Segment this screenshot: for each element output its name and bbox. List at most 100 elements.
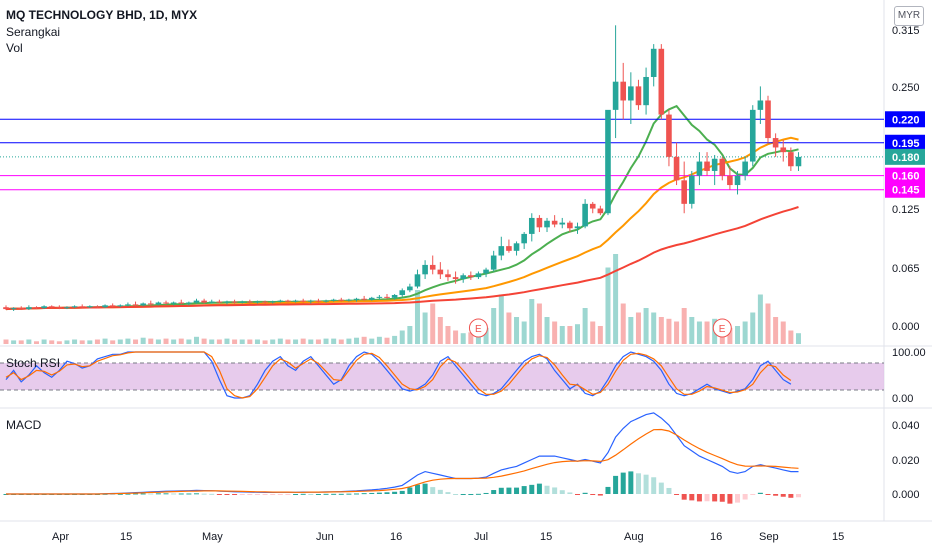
candle-body: [536, 217, 543, 228]
volume-bar: [26, 339, 32, 344]
volume-bar: [18, 340, 24, 344]
time-axis-tick-label: 16: [710, 531, 722, 543]
macd-histogram-bar: [445, 492, 451, 494]
candle-body: [102, 305, 108, 308]
volume-bar: [361, 336, 367, 344]
candle-body: [681, 180, 687, 204]
macd-axis-tick-label: 0.040: [892, 420, 920, 432]
macd-histogram-bar: [224, 494, 230, 495]
volume-bar: [506, 312, 512, 344]
macd-histogram-bar: [712, 494, 718, 502]
candle-body: [361, 298, 367, 300]
level-label: 0.220: [892, 114, 920, 126]
macd-histogram-bar: [536, 483, 542, 494]
macd-histogram-bar: [140, 493, 146, 495]
macd-histogram-bar: [635, 473, 641, 494]
candle-body: [300, 300, 306, 302]
candle-body: [574, 226, 581, 229]
candle-body: [498, 246, 505, 256]
candle-body: [224, 301, 230, 303]
volume-bar: [270, 339, 276, 344]
volume-bar: [407, 326, 413, 344]
macd-histogram-bar: [750, 494, 756, 495]
volume-bar: [559, 326, 565, 344]
volume-bar: [788, 330, 794, 344]
time-axis-tick-label: Aug: [624, 531, 644, 543]
candle-body: [749, 109, 756, 162]
volume-bar: [148, 338, 154, 344]
macd-histogram-bar: [559, 490, 565, 494]
macd-histogram-bar: [582, 492, 588, 494]
time-axis-tick-label: Apr: [52, 531, 69, 543]
volume-bar: [514, 317, 520, 344]
candle-body: [643, 76, 649, 106]
candle-body: [239, 301, 246, 303]
candle-body: [109, 305, 116, 307]
volume-bar: [285, 339, 291, 344]
candle-body: [689, 175, 695, 204]
candle-body: [269, 301, 276, 303]
volume-bar: [224, 338, 230, 344]
volume-bar: [209, 339, 215, 344]
macd-histogram-bar: [308, 494, 314, 495]
volume-bar: [544, 317, 550, 344]
macd-histogram-bar: [575, 494, 580, 495]
candle-body: [719, 158, 726, 176]
volume-bar: [64, 340, 70, 344]
candle-body: [231, 301, 238, 303]
macd-histogram-bar: [757, 492, 763, 494]
candle-body: [170, 302, 177, 304]
volume-bar: [369, 338, 375, 344]
volume-bar: [643, 308, 649, 344]
time-axis-tick-label: Sep: [759, 531, 779, 543]
candle-body: [323, 300, 329, 302]
volume-bar: [445, 326, 451, 344]
macd-signal-line: [6, 428, 799, 495]
time-axis-tick-label: 15: [120, 531, 132, 543]
macd-histogram-bar: [498, 487, 504, 494]
candle-body: [589, 203, 596, 209]
macd-histogram-bar: [681, 494, 687, 500]
macd-histogram-bar: [201, 493, 207, 495]
volume-bar: [293, 339, 299, 344]
macd-histogram-bar: [475, 493, 481, 495]
volume-bar: [72, 339, 78, 344]
macd-histogram-bar: [216, 494, 222, 495]
chart-title: MQ TECHNOLOGY BHD, 1D, MYX: [6, 8, 198, 22]
volume-bar: [247, 339, 253, 344]
volume-bar: [689, 317, 695, 344]
macd-histogram-bar: [529, 484, 535, 494]
volume-bar: [41, 339, 47, 344]
candle-body: [795, 156, 802, 167]
volume-bar: [674, 321, 680, 344]
ma-red-line: [5, 206, 799, 311]
macd-histogram-bar: [506, 487, 512, 494]
candle-body: [33, 307, 40, 309]
currency-button[interactable]: MYR: [894, 6, 924, 26]
macd-histogram-bar: [392, 491, 398, 494]
candle-body: [87, 306, 93, 308]
volume-bar: [521, 321, 527, 344]
macd-histogram-bar: [567, 492, 573, 494]
candle-body: [605, 109, 611, 214]
candle-body: [391, 294, 398, 298]
macd-histogram-bar: [544, 485, 550, 494]
volume-bar: [254, 339, 260, 344]
candle-body: [635, 86, 642, 106]
candle-body: [475, 273, 482, 278]
candle-body: [658, 48, 665, 115]
indicator-label-serangkai: Serangkai: [6, 25, 61, 39]
volume-bar: [133, 339, 139, 344]
candle-body: [704, 161, 710, 171]
volume-bar: [376, 336, 382, 344]
volume-bar: [613, 254, 619, 344]
volume-bar: [331, 338, 337, 344]
candle-body: [490, 255, 497, 270]
level-label-bg: [885, 181, 925, 198]
macd-histogram-bar: [247, 494, 253, 495]
candle-body: [26, 307, 32, 310]
candle-body: [3, 307, 9, 310]
candle-body: [673, 156, 680, 181]
candle-body: [64, 307, 70, 309]
